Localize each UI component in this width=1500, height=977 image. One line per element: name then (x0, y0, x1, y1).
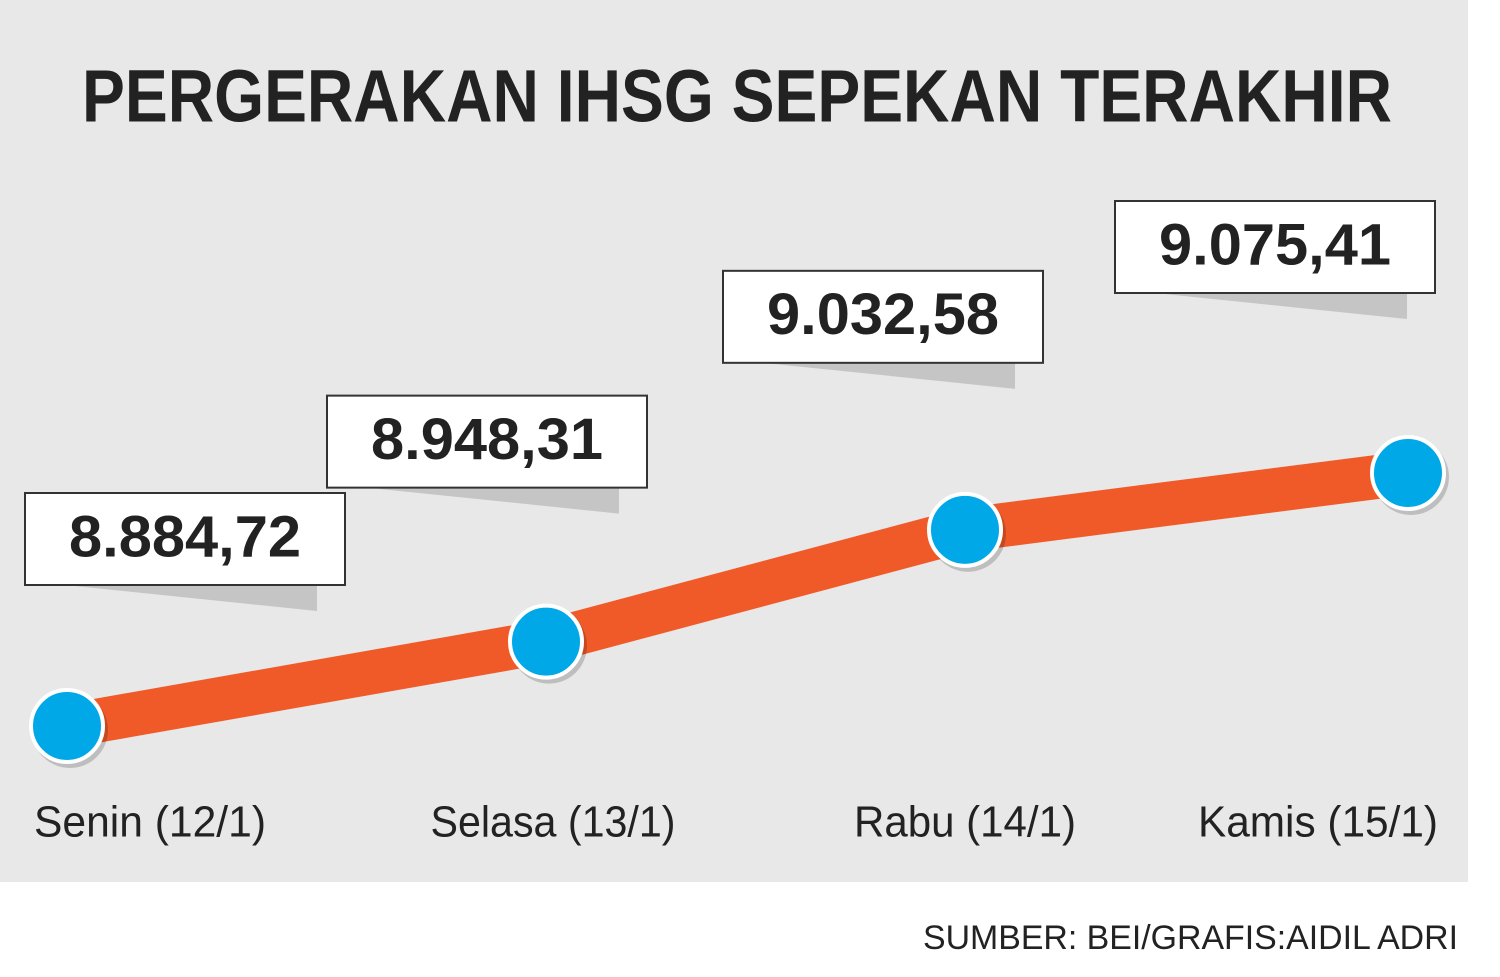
value-label: 8.948,31 (371, 407, 603, 472)
value-label: 9.075,41 (1159, 212, 1391, 277)
x-tick-label: Kamis (15/1) (1198, 798, 1438, 847)
label-shadow (65, 585, 317, 611)
label-box (24, 492, 346, 586)
label-box (722, 269, 1044, 364)
label-shadow (763, 362, 1015, 389)
label-box (1114, 200, 1436, 294)
marker (29, 688, 105, 764)
label-shadow (1155, 293, 1407, 319)
label-shadow (367, 487, 619, 514)
value-label: 8.884,72 (69, 504, 301, 569)
label-box (326, 394, 648, 489)
line (45, 451, 1430, 748)
marker (927, 491, 1003, 568)
chart-title: PERGERAKAN IHSG SEPEKAN TERAKHIR (82, 55, 1392, 138)
marker (1370, 435, 1446, 511)
marker (508, 603, 584, 680)
x-tick-label: Rabu (14/1) (854, 798, 1076, 847)
value-label: 9.032,58 (767, 282, 999, 347)
chart-background (0, 0, 1468, 882)
source-note: SUMBER: BEI/GRAFIS:AIDIL ADRI (923, 919, 1458, 957)
x-tick-label: Selasa (13/1) (431, 798, 676, 847)
x-tick-label: Senin (12/1) (34, 798, 266, 847)
